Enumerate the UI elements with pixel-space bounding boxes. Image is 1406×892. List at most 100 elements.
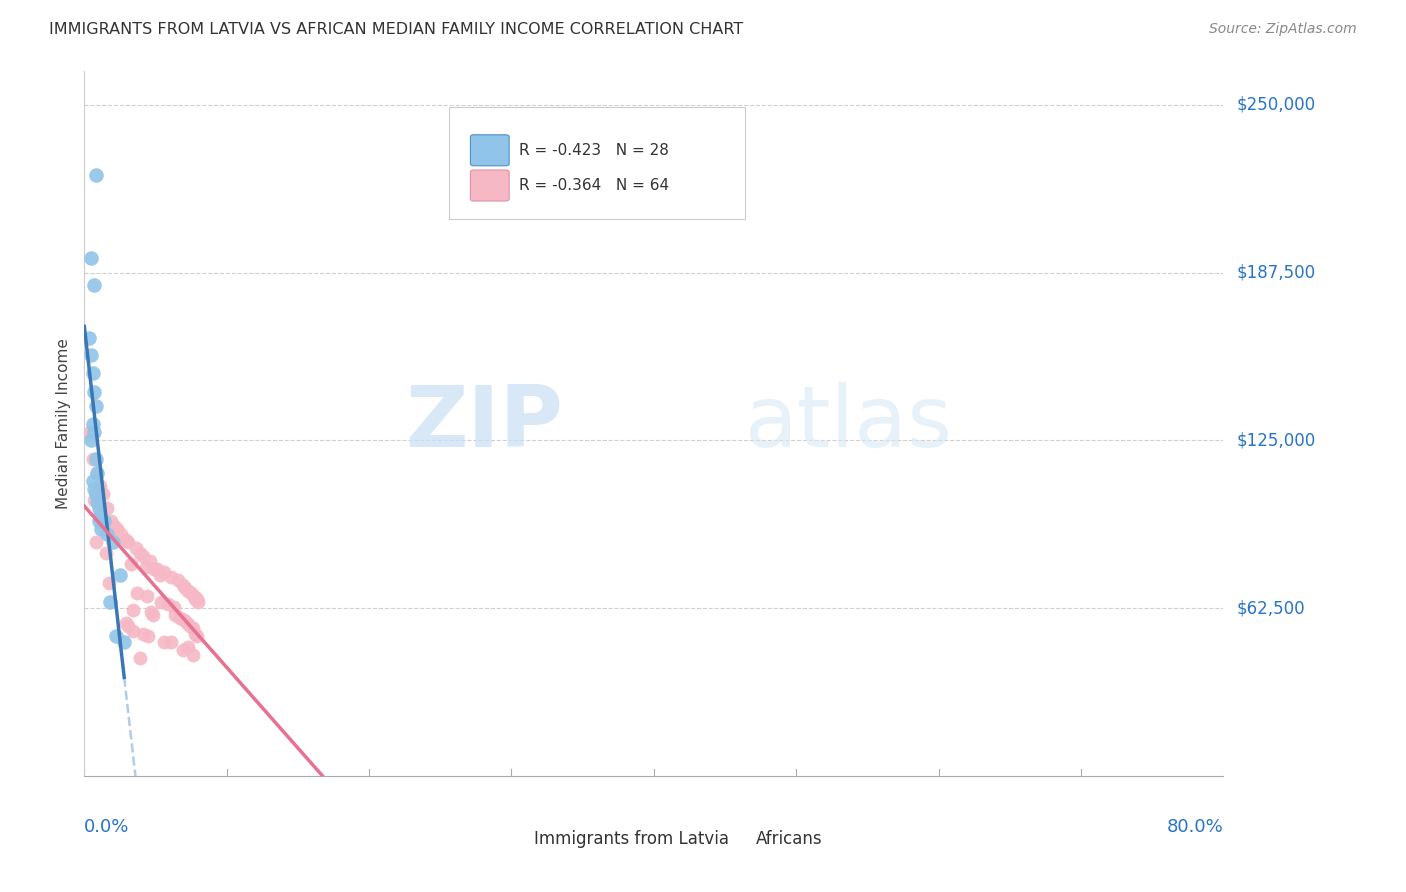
Point [83,385,105,400]
Text: $187,500: $187,500 [1237,264,1316,282]
Point [104,630,127,644]
Point [84,535,107,549]
Text: ZIP: ZIP [405,382,562,466]
Point [84,487,107,501]
Text: Immigrants from Latvia: Immigrants from Latvia [534,830,730,848]
Point [160,570,183,584]
Point [179,618,201,632]
Point [132,549,155,563]
Point [87,500,110,515]
Point [181,621,204,635]
Text: atlas: atlas [745,382,953,466]
Point [125,586,148,600]
Text: 0.0%: 0.0% [84,818,129,837]
Point [84,452,107,467]
Point [143,562,166,576]
Point [77,331,100,345]
FancyBboxPatch shape [713,825,752,855]
FancyBboxPatch shape [471,135,509,166]
Point [174,581,197,595]
Point [83,277,105,292]
Text: $250,000: $250,000 [1237,96,1316,114]
Point [96,500,118,515]
Point [186,630,208,644]
Point [181,648,204,663]
Point [157,597,180,611]
Point [110,527,132,541]
Point [90,522,112,536]
Point [136,589,159,603]
Point [149,567,172,582]
Point [86,495,108,509]
Point [103,519,125,533]
Point [80,434,103,448]
Point [80,348,103,362]
Point [91,487,114,501]
Point [153,565,176,579]
Point [128,651,150,665]
Text: $62,500: $62,500 [1237,599,1306,617]
Point [82,367,104,381]
Point [172,578,194,592]
Text: Source: ZipAtlas.com: Source: ZipAtlas.com [1209,22,1357,37]
Point [153,635,176,649]
Point [98,594,121,608]
Point [93,514,115,528]
Point [117,618,139,632]
Text: $125,000: $125,000 [1237,432,1316,450]
Point [84,399,107,413]
Point [163,599,186,614]
Point [84,168,107,182]
Point [132,626,155,640]
Point [135,559,157,574]
Point [139,554,162,568]
Point [112,635,135,649]
Point [108,567,131,582]
Point [87,508,110,523]
Point [80,251,103,265]
Point [83,482,105,496]
FancyBboxPatch shape [449,106,745,219]
Point [141,605,163,619]
Point [160,635,183,649]
Point [87,514,110,528]
Point [172,643,194,657]
Point [97,575,120,590]
Point [121,602,143,616]
Point [165,607,187,622]
Point [82,452,104,467]
Point [142,607,165,622]
Y-axis label: Median Family Income: Median Family Income [56,338,72,509]
Point [128,546,150,560]
Point [180,586,202,600]
Point [89,479,111,493]
Point [114,615,136,630]
Point [100,514,122,528]
Point [120,557,142,571]
Point [138,630,160,644]
Point [83,492,105,507]
Text: IMMIGRANTS FROM LATVIA VS AFRICAN MEDIAN FAMILY INCOME CORRELATION CHART: IMMIGRANTS FROM LATVIA VS AFRICAN MEDIAN… [49,22,744,37]
Point [114,533,136,547]
Point [82,417,104,432]
Text: R = -0.423   N = 28: R = -0.423 N = 28 [519,143,669,158]
Point [79,425,101,440]
Text: R = -0.364   N = 64: R = -0.364 N = 64 [519,178,669,193]
Point [173,613,195,627]
Point [86,466,108,480]
Point [94,546,117,560]
Point [177,583,200,598]
FancyBboxPatch shape [471,170,509,201]
Text: 80.0%: 80.0% [1167,818,1223,837]
Text: Africans: Africans [756,830,823,848]
Point [150,594,173,608]
Point [89,508,111,523]
Point [101,535,124,549]
FancyBboxPatch shape [491,825,530,855]
Point [117,535,139,549]
Point [186,591,208,606]
Point [83,425,105,440]
Point [169,610,191,624]
Point [176,615,198,630]
Point [187,594,209,608]
